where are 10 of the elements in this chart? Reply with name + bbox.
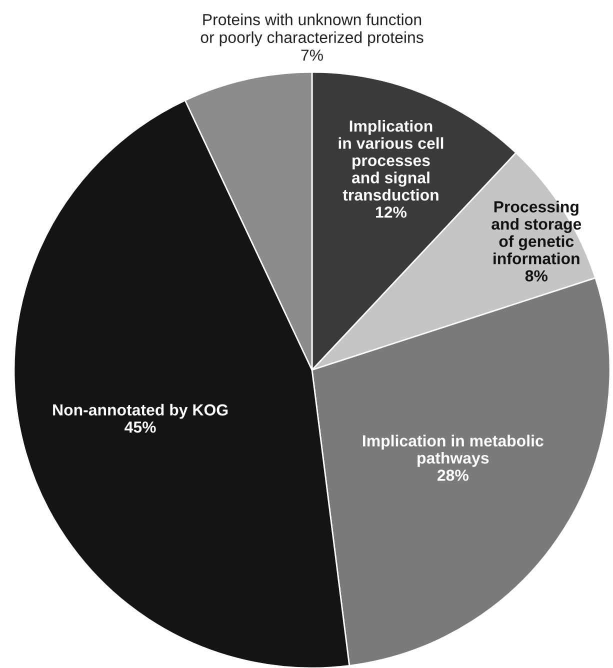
data-label: 45% — [124, 422, 156, 433]
slice-label: Implication in various cell processes and signal transduction — [338, 120, 444, 201]
slice-label: Implication in metabolic pathways — [363, 434, 544, 467]
data-label: 28% — [437, 470, 468, 481]
slice-label: Proteins with unknown function or poorly characterized proteins — [200, 14, 424, 46]
slice-label: Processing and storage of genetic information — [492, 200, 582, 264]
data-label: 12% — [376, 206, 407, 218]
slice-label: Non-annotated by KOG — [53, 404, 228, 419]
data-label: 8% — [525, 270, 548, 282]
data-label: 7% — [301, 50, 323, 61]
